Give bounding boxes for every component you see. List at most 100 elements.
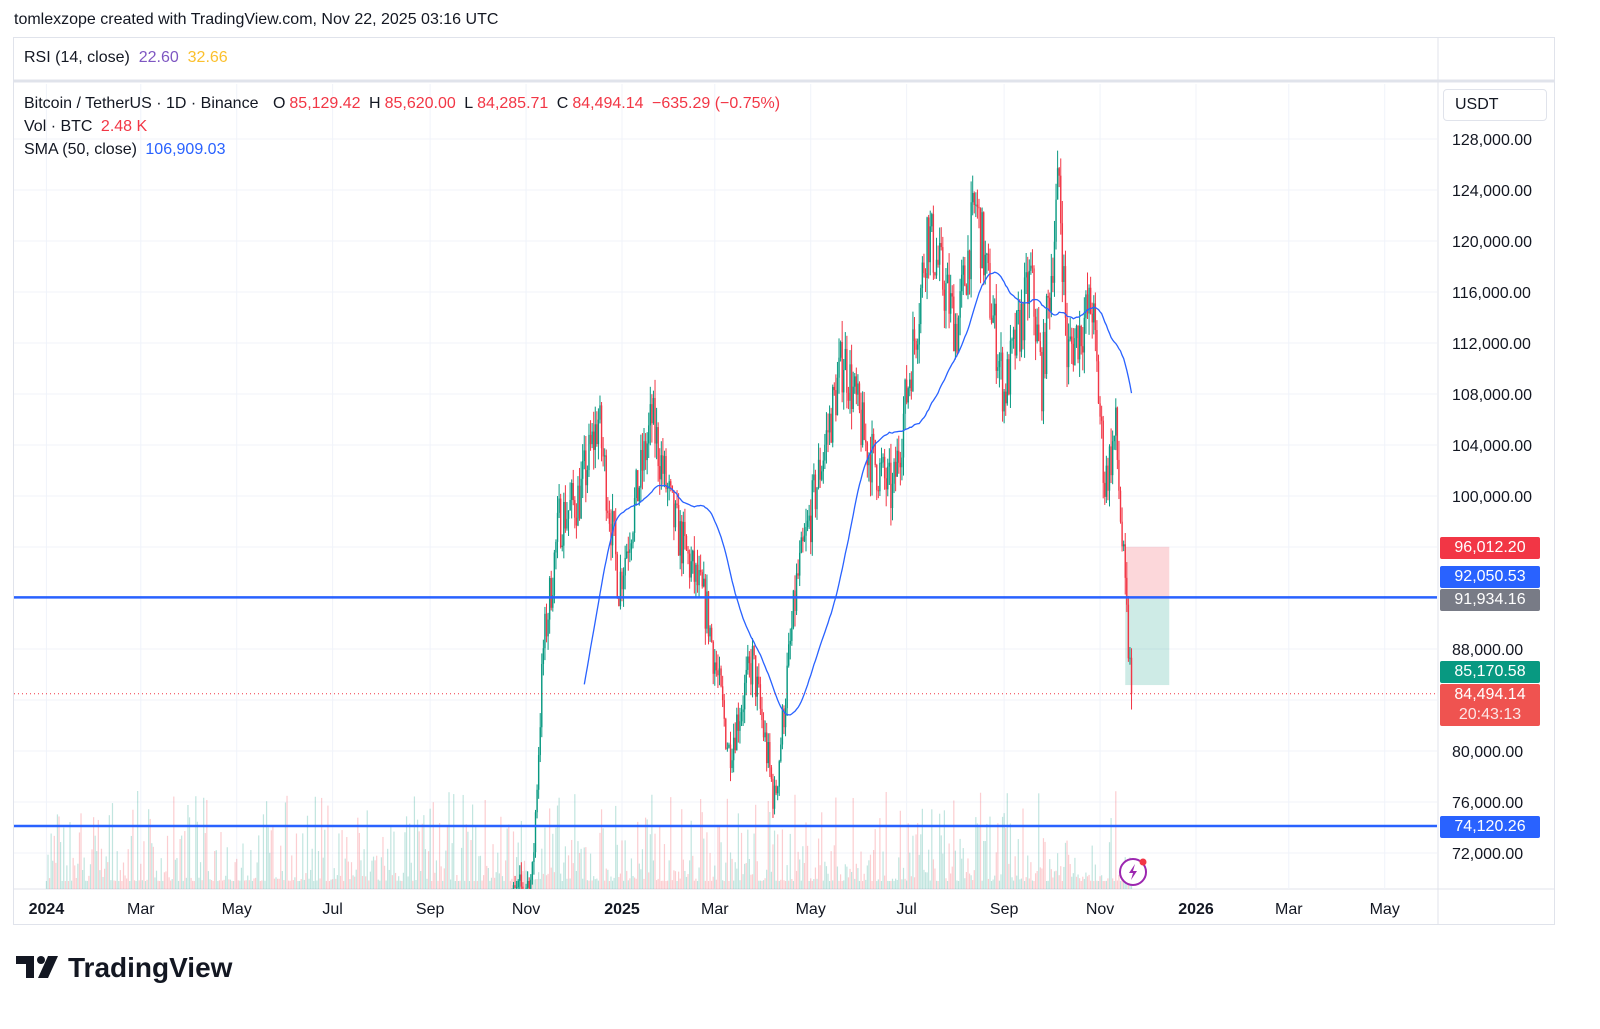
volume-bar [146, 879, 148, 889]
candle-body [946, 274, 949, 284]
volume-bar [783, 880, 785, 889]
volume-bar [394, 872, 397, 889]
candle-body [558, 498, 560, 513]
volume-bar [74, 865, 76, 889]
candle-body [712, 641, 714, 674]
volume-bar [272, 825, 274, 889]
volume-bar [1011, 877, 1013, 889]
candle-body [849, 364, 851, 401]
volume-bar [874, 829, 876, 889]
volume-bar [943, 810, 945, 889]
volume-bar [181, 835, 183, 889]
candle-body [572, 483, 574, 501]
volume-bar [582, 878, 584, 889]
volume-bar [198, 877, 200, 889]
volume-bar [457, 880, 460, 889]
candle-body [742, 709, 744, 713]
volume-bar [420, 871, 422, 889]
candle-body [602, 448, 604, 457]
volume-bar [773, 830, 776, 889]
candle-body [709, 627, 711, 637]
candle-body [1017, 309, 1019, 311]
volume-bar [649, 834, 651, 889]
candle-body [726, 747, 729, 749]
candle-body [1058, 168, 1060, 176]
candle-body [1077, 326, 1079, 360]
volume-bar [1006, 793, 1008, 889]
candle-body [545, 613, 548, 637]
candle-body [552, 595, 554, 608]
volume-bar [242, 843, 244, 889]
candle-body [904, 379, 906, 414]
candle-body [619, 571, 622, 607]
volume-bar [739, 880, 741, 889]
candle-body [732, 737, 735, 761]
x-tick-label: 2026 [1178, 901, 1214, 918]
volume-bar [410, 862, 412, 889]
candle-body [1080, 325, 1082, 347]
volume-bar [468, 880, 471, 889]
volume-bar [221, 880, 224, 889]
candle-body [803, 535, 806, 542]
volume-bar [984, 841, 986, 889]
volume-bar [456, 875, 458, 889]
candle-body [585, 450, 587, 486]
candle-body [822, 460, 824, 472]
tradingview-logo[interactable]: TradingView [16, 952, 232, 984]
volume-bar [1096, 880, 1098, 889]
candle-body [1105, 465, 1108, 497]
volume-bar [360, 860, 362, 889]
symbol-title[interactable]: Bitcoin / TetherUS · 1D · Binance [24, 95, 259, 112]
volume-bar [750, 874, 752, 889]
candle-body [566, 518, 568, 529]
volume-bar [317, 851, 320, 889]
volume-bar [970, 875, 972, 889]
candle-body [1060, 175, 1062, 224]
candle-body [692, 550, 694, 562]
candle-body [542, 648, 545, 664]
candle-body [632, 532, 634, 544]
volume-bar [685, 876, 688, 889]
candle-body [943, 289, 946, 311]
position-risk-zone [1125, 546, 1170, 599]
brand-name: TradingView [68, 952, 233, 983]
volume-bar [1047, 880, 1049, 889]
volume-bar [805, 822, 807, 889]
candle-body [698, 570, 700, 586]
volume-bar [806, 845, 809, 889]
volume-bar [220, 832, 222, 889]
volume-bar [176, 858, 178, 889]
volume-bar [627, 880, 629, 889]
volume-bar [45, 880, 48, 889]
volume-bar [1115, 791, 1117, 889]
volume-bar [819, 865, 821, 889]
candle-body [646, 443, 648, 461]
candle-body [1083, 317, 1086, 353]
volume-bar [813, 879, 815, 889]
volume-bar [409, 823, 411, 889]
currency-button[interactable]: USDT [1443, 89, 1547, 121]
volume-bar [786, 865, 788, 889]
volume-bar [703, 838, 705, 889]
volume-bar [100, 848, 103, 889]
volume-bar [182, 880, 184, 889]
candle-body [1053, 241, 1056, 283]
candle-body [526, 880, 529, 888]
volume-bar [1023, 880, 1026, 889]
volume-bar [959, 838, 961, 889]
volume-bar [887, 880, 889, 889]
candle-body [723, 700, 725, 719]
candle-body [898, 450, 900, 463]
tradingview-logo-icon [16, 956, 58, 978]
volume-bar [885, 791, 887, 889]
volume-bar [863, 873, 865, 889]
volume-bar [751, 874, 754, 889]
volume-bar [96, 851, 98, 889]
volume-bar [1038, 793, 1040, 889]
candle-body [674, 503, 677, 528]
volume-bar [207, 871, 210, 889]
volume-bar [789, 833, 791, 889]
volume-bar [695, 878, 697, 889]
volume-bar [330, 879, 332, 889]
